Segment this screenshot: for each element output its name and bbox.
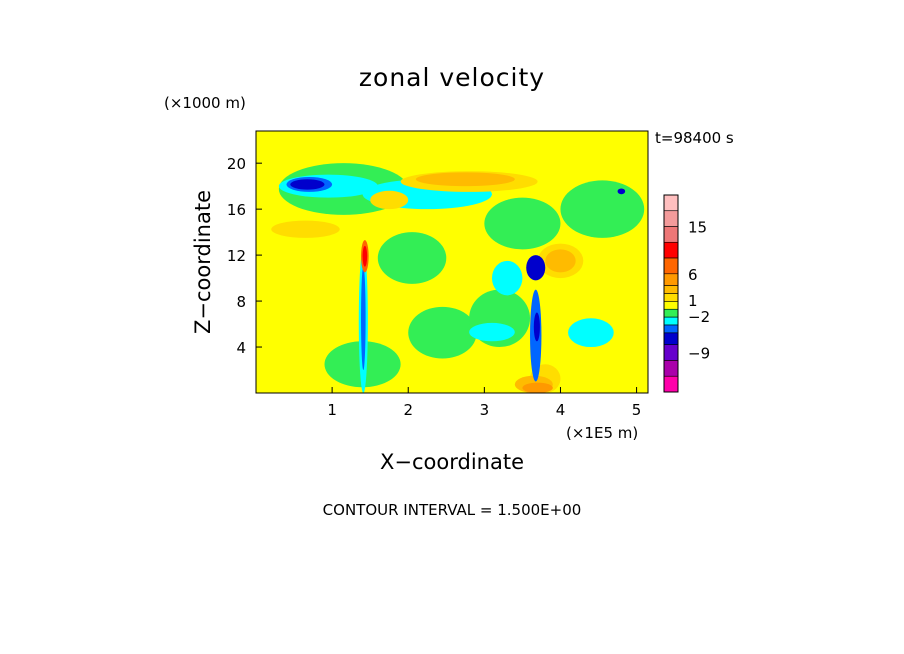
colorbar-swatch [663, 210, 679, 227]
colorbar-swatch [663, 308, 679, 318]
colorbar-labels: 15 6 1−2 −9 [688, 219, 710, 363]
contour-region [491, 260, 523, 296]
y-tick-label: 4 [236, 339, 246, 357]
contour-interval-note: CONTOUR INTERVAL = 1.500E+00 [323, 501, 582, 519]
contour-region [484, 197, 561, 250]
contour-region [533, 312, 540, 342]
colorbar-label: −2 [688, 308, 710, 326]
plot-frame [255, 130, 649, 394]
colorbar-swatch [663, 241, 679, 259]
x-axis-unit: (×1E5 m) [566, 424, 638, 442]
colorbar-swatch [663, 226, 679, 243]
contour-region [271, 220, 340, 238]
y-tick-label: 12 [227, 247, 246, 265]
x-tick-label: 4 [556, 401, 566, 419]
colorbar-swatch [663, 332, 679, 346]
colorbar-label: 15 [688, 219, 707, 237]
colorbar-label: 1 [688, 292, 698, 310]
chart-title: zonal velocity [359, 63, 545, 92]
contour-region [362, 245, 368, 267]
colorbar-frame [663, 194, 679, 393]
colorbar-swatch [663, 285, 679, 294]
contour-region [617, 188, 626, 195]
colorbar-swatch [663, 273, 679, 286]
colorbar-swatch [663, 293, 679, 302]
contour-region [408, 306, 477, 359]
contour-region [290, 179, 325, 190]
colorbar-swatch [663, 375, 679, 393]
contour-region [545, 249, 576, 273]
x-tick-label: 3 [480, 401, 490, 419]
x-tick-label: 5 [632, 401, 642, 419]
contour-region [522, 382, 553, 393]
colorbar-swatch [663, 194, 679, 212]
contour-region [469, 322, 515, 342]
colorbar-swatch [663, 316, 679, 326]
y-axis-label: Z−coordinate [191, 190, 215, 334]
contour-region [415, 172, 515, 187]
y-axis-ticks: 4 8 12 16 20 [227, 155, 262, 357]
contour-field [256, 131, 648, 394]
y-tick-label: 16 [227, 201, 246, 219]
colorbar-swatch [663, 301, 679, 310]
y-axis-unit: (×1000 m) [164, 94, 246, 112]
x-tick-label: 1 [327, 401, 337, 419]
colorbar-label: −9 [688, 345, 710, 363]
time-label: t=98400 s [655, 129, 734, 147]
contour-region [377, 232, 447, 284]
contour-region [370, 190, 409, 210]
colorbar-swatch [663, 360, 679, 377]
contour-region [361, 266, 366, 371]
x-tick-label: 2 [403, 401, 413, 419]
colorbar-label: 6 [688, 266, 698, 284]
colorbar-swatch [663, 324, 679, 334]
colorbar [663, 194, 679, 393]
x-axis-ticks: 1 2 3 4 5 [327, 387, 641, 419]
colorbar-swatch [663, 257, 679, 275]
y-tick-label: 8 [236, 293, 246, 311]
contour-region [526, 255, 546, 281]
x-axis-label: X−coordinate [380, 450, 524, 474]
contour-region [560, 180, 645, 238]
colorbar-swatch [663, 344, 679, 361]
y-tick-label: 20 [227, 155, 246, 173]
contour-region [568, 318, 614, 348]
